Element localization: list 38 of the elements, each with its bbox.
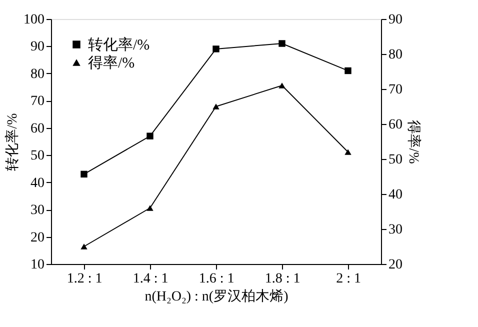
x-axis-title: n(H₂O₂) : n(罗汉柏木烯) — [144, 288, 289, 304]
y2-tick-label: 30 — [388, 222, 402, 238]
point — [146, 205, 154, 211]
x-tick-label: 2 : 1 — [336, 272, 361, 286]
x-tick-label: 1.8 : 1 — [264, 272, 300, 286]
y-tick-label: 30 — [30, 203, 44, 218]
y-tick-label: 20 — [30, 230, 44, 246]
y-tick-label: 40 — [30, 176, 44, 191]
point — [278, 82, 286, 88]
y2-tick-label: 40 — [388, 188, 402, 202]
x-tick-label: 1.2 : 1 — [66, 272, 102, 286]
y2-tick-label: 20 — [388, 258, 402, 272]
y-tick-label: 90 — [30, 40, 44, 55]
y-tick-label: 70 — [30, 94, 44, 110]
x-tick-label: 1.4 : 1 — [132, 272, 168, 286]
y2-axis-title: 得率/% — [406, 120, 422, 164]
y2-tick-label: 90 — [388, 12, 402, 28]
point — [278, 40, 286, 47]
point — [80, 244, 88, 250]
legend-label: 转化率/% — [88, 36, 150, 54]
y-tick-label: 50 — [30, 148, 44, 164]
y2-tick-label: 70 — [388, 82, 402, 98]
point — [344, 149, 352, 155]
y-tick-label: 80 — [30, 66, 44, 82]
point — [80, 170, 88, 178]
y2-tick-label: 60 — [388, 118, 402, 132]
point — [146, 132, 154, 140]
y-axis-title: 转化率/% — [4, 112, 20, 171]
point — [212, 46, 220, 52]
y2-tick-label: 50 — [388, 152, 402, 168]
point — [344, 67, 352, 74]
y-tick-label: 60 — [30, 121, 44, 136]
y-tick-label: 10 — [30, 258, 44, 272]
point — [212, 104, 220, 110]
y2-tick-label: 80 — [388, 48, 402, 62]
y-tick-label: 100 — [24, 12, 44, 28]
x-tick-label: 1.6 : 1 — [198, 272, 234, 286]
legend-label: 得率/% — [88, 54, 135, 72]
